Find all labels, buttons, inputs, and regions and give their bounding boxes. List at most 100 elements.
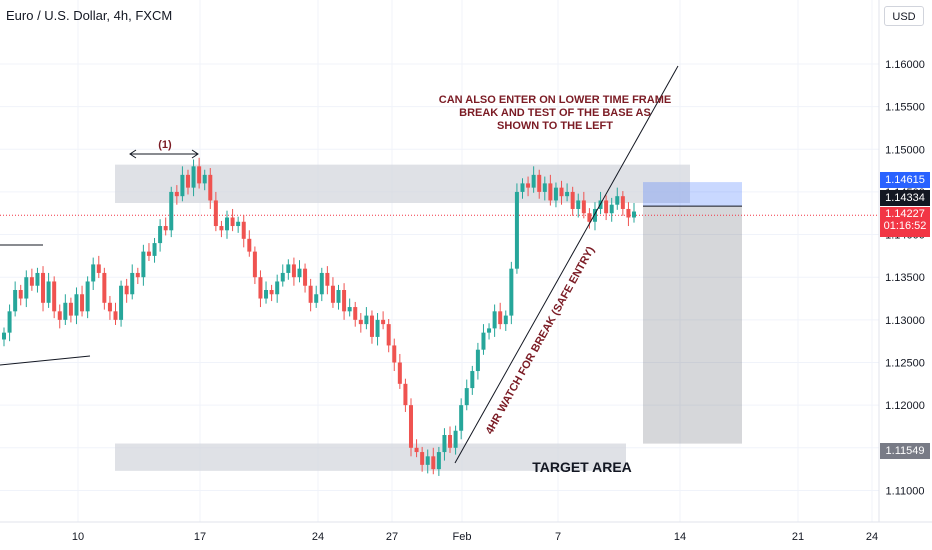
candle[interactable] <box>57 304 62 329</box>
candle[interactable] <box>570 186 575 216</box>
candle[interactable] <box>330 277 335 308</box>
candle[interactable] <box>141 244 146 286</box>
candle[interactable] <box>7 304 12 342</box>
candle[interactable] <box>553 182 558 208</box>
candle[interactable] <box>96 255 101 279</box>
candle[interactable] <box>219 220 224 238</box>
candle[interactable] <box>632 203 636 223</box>
candle[interactable] <box>542 176 547 201</box>
candle[interactable] <box>509 261 514 325</box>
candle[interactable] <box>52 276 57 319</box>
candle[interactable] <box>347 298 352 317</box>
candle[interactable] <box>225 210 230 239</box>
candle[interactable] <box>475 342 480 380</box>
candle[interactable] <box>236 216 241 233</box>
candle[interactable] <box>107 295 112 320</box>
candle[interactable] <box>470 365 475 395</box>
candle[interactable] <box>464 379 469 411</box>
candle[interactable] <box>342 283 347 320</box>
candle[interactable] <box>230 208 235 232</box>
candle[interactable] <box>102 267 107 310</box>
candle[interactable] <box>436 446 441 476</box>
candle[interactable] <box>353 301 358 327</box>
candle[interactable] <box>18 284 23 306</box>
candle[interactable] <box>492 304 497 337</box>
candle[interactable] <box>325 266 330 295</box>
candle[interactable] <box>269 284 274 302</box>
candle[interactable] <box>63 294 68 325</box>
trend-line-main[interactable] <box>454 65 679 464</box>
candle[interactable] <box>180 166 185 202</box>
candle[interactable] <box>481 324 486 355</box>
candle[interactable] <box>358 313 363 333</box>
candle[interactable] <box>587 208 592 229</box>
candle[interactable] <box>375 313 380 346</box>
candle[interactable] <box>208 168 213 209</box>
position-stop-area[interactable] <box>643 182 742 207</box>
candle[interactable] <box>420 446 425 472</box>
candle[interactable] <box>565 183 570 202</box>
candle[interactable] <box>308 278 313 312</box>
candle[interactable] <box>24 270 29 308</box>
candle[interactable] <box>559 180 564 205</box>
time-axis[interactable]: 10 17 24 27 Feb 7 14 21 24 <box>72 531 878 543</box>
candle[interactable] <box>592 202 597 231</box>
trend-line-left[interactable] <box>0 355 91 366</box>
candle[interactable] <box>185 169 190 195</box>
candle[interactable] <box>381 311 386 330</box>
candle[interactable] <box>297 260 302 283</box>
candle[interactable] <box>197 157 202 189</box>
candle[interactable] <box>35 267 40 293</box>
candle[interactable] <box>74 287 79 325</box>
candle[interactable] <box>408 398 413 457</box>
candle[interactable] <box>213 191 218 232</box>
candle[interactable] <box>498 302 503 330</box>
candle[interactable] <box>364 307 369 330</box>
candle[interactable] <box>609 197 614 222</box>
candle[interactable] <box>2 327 6 347</box>
candle[interactable] <box>113 302 118 325</box>
candle[interactable] <box>152 237 157 263</box>
range-arrow[interactable] <box>129 149 199 159</box>
candle[interactable] <box>520 178 525 199</box>
candle[interactable] <box>41 266 46 312</box>
candle[interactable] <box>158 219 163 252</box>
candle[interactable] <box>453 425 458 455</box>
candle[interactable] <box>459 398 464 440</box>
candle[interactable] <box>68 297 73 323</box>
candle[interactable] <box>425 449 430 474</box>
candle[interactable] <box>169 186 174 238</box>
candle[interactable] <box>80 285 85 317</box>
candle[interactable] <box>615 187 620 210</box>
candle[interactable] <box>202 169 207 191</box>
candle[interactable] <box>581 191 586 219</box>
candle[interactable] <box>119 280 124 327</box>
candle[interactable] <box>46 272 51 308</box>
candle[interactable] <box>252 246 257 285</box>
candle[interactable] <box>448 426 453 453</box>
candle[interactable] <box>247 230 252 257</box>
position-target-area[interactable] <box>643 206 742 444</box>
candle[interactable] <box>163 217 168 236</box>
candle[interactable] <box>548 174 553 206</box>
candle[interactable] <box>130 264 135 300</box>
price-axis[interactable]: 1.160001.155001.150001.145001.140001.135… <box>885 59 925 497</box>
candle[interactable] <box>414 439 419 458</box>
candle[interactable] <box>442 428 447 461</box>
candle[interactable] <box>258 270 263 308</box>
candle[interactable] <box>314 285 319 308</box>
candles[interactable] <box>2 157 636 476</box>
candle[interactable] <box>336 284 341 310</box>
candle[interactable] <box>431 447 436 475</box>
candle[interactable] <box>124 278 129 303</box>
candle[interactable] <box>303 263 308 293</box>
candle[interactable] <box>85 276 90 319</box>
candle[interactable] <box>526 176 531 197</box>
candle[interactable] <box>487 323 492 340</box>
candle[interactable] <box>174 185 179 205</box>
candle[interactable] <box>369 310 374 344</box>
candle[interactable] <box>191 159 196 197</box>
candle[interactable] <box>280 264 285 287</box>
candle[interactable] <box>537 169 542 199</box>
candle[interactable] <box>392 338 397 372</box>
